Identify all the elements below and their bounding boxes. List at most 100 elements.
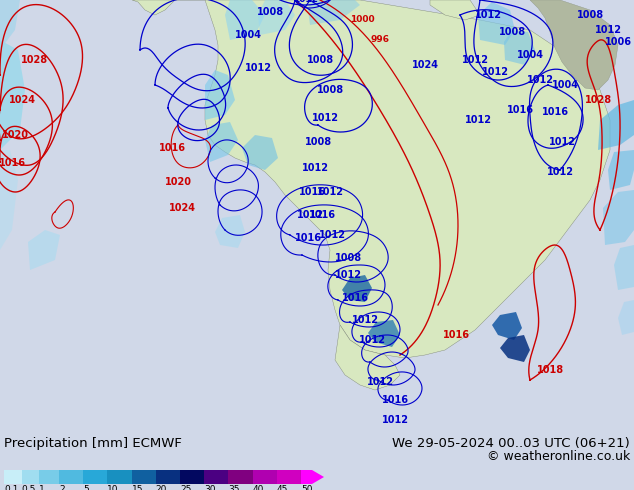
Polygon shape [308,0,360,25]
Polygon shape [175,0,610,358]
Text: 1012: 1012 [526,75,553,85]
Text: 50: 50 [301,485,313,490]
Bar [301,470,312,484]
Text: 1: 1 [39,485,45,490]
Polygon shape [614,245,634,290]
Text: 996: 996 [370,35,389,45]
Polygon shape [0,0,20,50]
Text: 1012: 1012 [547,167,574,177]
Text: 0.5: 0.5 [22,485,36,490]
Polygon shape [28,230,60,270]
Text: 1012: 1012 [595,25,621,35]
Text: 1012: 1012 [351,315,378,325]
Polygon shape [0,150,18,250]
Bar [252,470,277,484]
Bar [204,470,228,484]
Text: 1020: 1020 [1,130,29,140]
Polygon shape [225,0,265,40]
Text: 1006: 1006 [604,37,631,47]
Text: 1016: 1016 [443,330,470,340]
Text: 1012: 1012 [382,415,408,425]
Text: 1012: 1012 [465,115,491,125]
Text: 1016: 1016 [299,187,325,197]
Text: 1012: 1012 [302,163,328,173]
Text: 1016: 1016 [382,395,408,405]
Polygon shape [0,40,25,150]
Text: 1008: 1008 [306,55,333,65]
Text: 1012: 1012 [366,377,394,387]
Text: 1016: 1016 [507,105,533,115]
Polygon shape [492,312,522,340]
Polygon shape [242,135,278,170]
Text: 1008: 1008 [335,253,361,263]
Text: Precipitation [mm] ECMWF: Precipitation [mm] ECMWF [4,437,182,450]
Text: 1000: 1000 [350,16,374,24]
Text: 1012: 1012 [548,137,576,147]
Text: 1012: 1012 [462,55,489,65]
Text: 15: 15 [132,485,143,490]
Bar [39,470,59,484]
Bar [156,470,180,484]
Text: 30: 30 [204,485,216,490]
Text: 1012: 1012 [474,10,501,20]
Text: 1008: 1008 [256,7,283,17]
Text: 1004: 1004 [552,80,578,90]
Text: © weatheronline.co.uk: © weatheronline.co.uk [487,450,630,463]
Bar [107,470,132,484]
Text: 1012: 1012 [318,230,346,240]
Text: 1008: 1008 [498,27,526,37]
Polygon shape [500,335,530,362]
Text: 1028: 1028 [585,95,612,105]
Text: 1016: 1016 [309,210,335,220]
Text: 1012: 1012 [335,270,361,280]
Bar [180,470,204,484]
Text: 1004: 1004 [235,30,261,40]
Polygon shape [342,275,372,302]
Text: 0.1: 0.1 [4,485,18,490]
Text: 1008: 1008 [304,137,332,147]
Text: 1012: 1012 [292,0,318,4]
Polygon shape [430,0,480,20]
Text: 1024: 1024 [8,95,36,105]
Text: 1012: 1012 [481,67,508,77]
Text: 1020: 1020 [164,177,191,187]
Text: 2: 2 [59,485,65,490]
Bar [132,470,156,484]
Text: 25: 25 [180,485,191,490]
Bar [277,470,301,484]
Text: 1016: 1016 [0,158,25,168]
Text: 40: 40 [252,485,264,490]
Text: 1016: 1016 [541,107,569,117]
Text: 20: 20 [156,485,167,490]
Text: 35: 35 [228,485,240,490]
Text: 1008: 1008 [316,85,344,95]
Text: 1024: 1024 [169,203,195,213]
Polygon shape [603,190,634,245]
Bar [4,470,22,484]
Text: We 29-05-2024 00..03 UTC (06+21): We 29-05-2024 00..03 UTC (06+21) [392,437,630,450]
Text: 1012: 1012 [358,335,385,345]
Text: 1028: 1028 [22,55,49,65]
Polygon shape [608,150,634,190]
Text: 5: 5 [83,485,89,490]
Polygon shape [618,300,634,335]
Bar [59,470,83,484]
FancyArrow shape [312,470,324,484]
Polygon shape [530,0,618,90]
Polygon shape [504,30,535,65]
Text: 1016: 1016 [295,233,321,243]
Bar [83,470,107,484]
Text: 1012: 1012 [316,187,344,197]
Polygon shape [368,320,400,347]
Polygon shape [598,100,634,150]
Polygon shape [205,70,235,120]
Text: 45: 45 [277,485,288,490]
Text: 1008: 1008 [576,10,604,20]
Text: 1024: 1024 [411,60,439,70]
Bar [228,470,252,484]
Polygon shape [258,0,295,35]
Polygon shape [132,0,175,15]
Text: 1016: 1016 [158,143,186,153]
Bar [22,470,39,484]
Text: 1016: 1016 [342,293,368,303]
